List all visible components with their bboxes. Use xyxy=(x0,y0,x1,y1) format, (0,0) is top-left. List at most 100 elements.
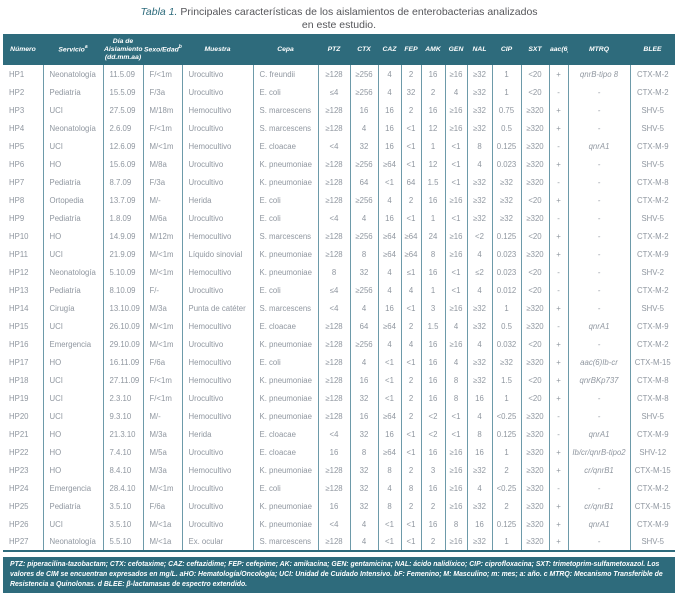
cell-servicio: Cirugía xyxy=(42,299,103,318)
col-header-blee: BLEE xyxy=(630,34,675,66)
cell-ptz: 16 xyxy=(317,497,350,516)
col-header-dia-aislamiento: Día de Aislamiento (dd.mm.aa) xyxy=(103,34,143,66)
cell-ptz: ≥128 xyxy=(317,353,350,372)
cell-cepa: E. coli xyxy=(252,353,318,372)
cell-dia-aislamiento: 7.4.10 xyxy=(102,443,143,462)
cell-ptz: ≤4 xyxy=(317,83,350,102)
cell-muestra: Herida xyxy=(181,191,253,210)
table-title-label: Tabla 1. xyxy=(140,6,178,18)
cell-mtrq: qnrB-tipo 8 xyxy=(567,65,630,84)
cell-numero: HP17 xyxy=(9,357,29,367)
cell-sexo-edad: M/3a xyxy=(142,461,182,480)
cell-fep: 32 xyxy=(400,83,421,102)
cell-dia-aislamiento: 8.10.09 xyxy=(102,281,143,300)
isolates-table-body: HP1 Neonatología 11.5.09 F/<1m Urocultivo C. … xyxy=(3,65,675,552)
cell-aac6ib: - xyxy=(548,137,568,156)
cell-ptz: ≥128 xyxy=(317,155,350,174)
cell-cepa: E. coli xyxy=(252,281,318,300)
cell-muestra: Hemocultivo xyxy=(181,371,253,390)
cell-servicio: HO xyxy=(42,155,103,174)
cell-numero: HP22 xyxy=(9,447,29,457)
cell-fep: ≥64 xyxy=(400,245,421,264)
cell-dia-aislamiento: 8.7.09 xyxy=(102,173,143,192)
cell-blee: SHV-5 xyxy=(629,533,675,552)
cell-blee: CTX-M-2 xyxy=(629,281,675,300)
cell-ctx: 4 xyxy=(349,119,378,138)
cell-muestra: Hemocultivo xyxy=(181,227,253,246)
cell-amk: 16 xyxy=(420,65,445,84)
cell-mtrq: - xyxy=(567,389,630,408)
cell-dia-aislamiento: 29.10.09 xyxy=(102,335,143,354)
cell-cip: 0.125 xyxy=(491,227,521,246)
cell-aac6ib: + xyxy=(548,461,568,480)
cell-servicio: UCI xyxy=(42,101,103,120)
cell-numero: HP12 xyxy=(9,267,29,277)
cell-nal: ≥32 xyxy=(466,65,492,84)
cell-caz: <1 xyxy=(377,515,401,534)
cell-gen: ≥16 xyxy=(444,461,467,480)
cell-fep: <1 xyxy=(400,299,421,318)
cell-blee: CTX-M-2 xyxy=(629,227,675,246)
cell-cip: 2 xyxy=(491,497,521,516)
cell-cip: 1 xyxy=(491,533,521,552)
cell-ctx: 32 xyxy=(349,479,378,498)
table-row: HP8 Ortopedia 13.7.09 M/- Herida E. coli ≥128 ≥… xyxy=(3,191,675,210)
isolates-table-header: Número Servicioa Día de Aislamiento (dd.mm… xyxy=(3,34,675,66)
cell-ptz: ≥128 xyxy=(317,191,350,210)
cell-dia-aislamiento: 28.4.10 xyxy=(102,479,143,498)
cell-servicio: HO xyxy=(42,425,103,444)
cell-aac6ib: + xyxy=(548,245,568,264)
cell-numero: HP26 xyxy=(9,519,29,529)
cell-fep: <1 xyxy=(400,353,421,372)
cell-cepa: E. coli xyxy=(252,83,318,102)
cell-sexo-edad: M/3a xyxy=(142,299,182,318)
cell-dia-aislamiento: 2.3.10 xyxy=(102,389,143,408)
cell-cip: 0.023 xyxy=(491,245,521,264)
cell-ptz: ≤4 xyxy=(317,281,350,300)
cell-amk: 12 xyxy=(420,119,445,138)
table-row: HP13 Pediatría 8.10.09 F/- Urocultivo E. coli… xyxy=(3,281,675,300)
cell-dia-aislamiento: 26.10.09 xyxy=(102,317,143,336)
cell-servicio: UCI xyxy=(42,137,103,156)
cell-fep: <1 xyxy=(400,443,421,462)
cell-fep: <1 xyxy=(400,209,421,228)
cell-dia-aislamiento: 21.3.10 xyxy=(102,425,143,444)
cell-servicio: Pediatría xyxy=(42,209,103,228)
cell-muestra: Hemocultivo xyxy=(181,317,253,336)
cell-amk: 16 xyxy=(420,335,445,354)
cell-aac6ib: - xyxy=(548,281,568,300)
cell-cip: 0.125 xyxy=(491,425,521,444)
cell-sexo-edad: M/<1m xyxy=(142,245,182,264)
cell-sexo-edad: M/5a xyxy=(142,443,182,462)
cell-sexo-edad: M/- xyxy=(142,191,182,210)
cell-muestra: Urocultivo xyxy=(181,83,253,102)
cell-mtrq: - xyxy=(567,263,630,282)
cell-fep: 2 xyxy=(400,389,421,408)
cell-muestra: Hemocultivo xyxy=(181,263,253,282)
cell-aac6ib: + xyxy=(548,497,568,516)
cell-cip: 1 xyxy=(491,443,521,462)
cell-cepa: S. marcescens xyxy=(252,299,318,318)
cell-ctx: 4 xyxy=(349,209,378,228)
table-footnote: PTZ: piperacilina-tazobactam; CTX: cefot… xyxy=(3,557,675,594)
cell-cepa: S. marcescens xyxy=(252,101,318,120)
cell-amk: 1.5 xyxy=(420,317,445,336)
cell-caz: 8 xyxy=(377,461,401,480)
cell-ptz: ≥128 xyxy=(317,389,350,408)
cell-cip: 1 xyxy=(491,65,521,84)
cell-sexo-edad: M/8a xyxy=(142,155,182,174)
cell-sxt: <20 xyxy=(520,263,549,282)
cell-amk: <2 xyxy=(420,425,445,444)
cell-ctx: 32 xyxy=(349,263,378,282)
cell-numero: HP7 xyxy=(9,177,25,187)
cell-sexo-edad: M/<1m xyxy=(142,317,182,336)
table-row: HP27 Neonatología 5.5.10 M/<1a Ex. ocular S. … xyxy=(3,533,675,552)
cell-aac6ib: - xyxy=(548,425,568,444)
cell-gen: ≥16 xyxy=(444,101,467,120)
col-header-sexo-edad: Sexo/Edadb xyxy=(143,34,182,66)
cell-ptz: ≥128 xyxy=(317,101,350,120)
cell-amk: 16 xyxy=(420,101,445,120)
cell-fep: 2 xyxy=(400,317,421,336)
cell-gen: ≥16 xyxy=(444,227,467,246)
cell-muestra: Hemocultivo xyxy=(181,137,253,156)
